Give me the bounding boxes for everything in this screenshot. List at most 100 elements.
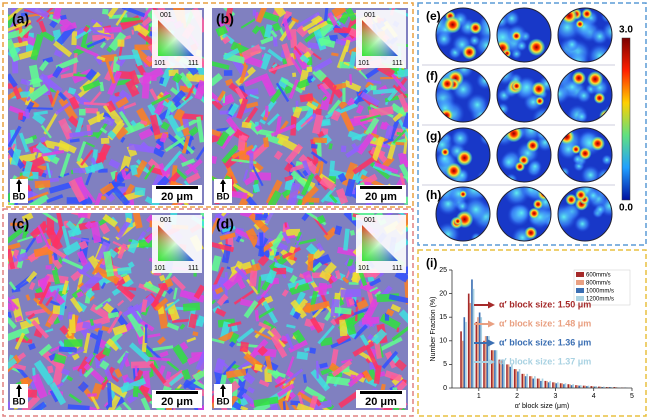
- grain: [297, 199, 303, 205]
- grain: [38, 281, 52, 305]
- grain: [120, 169, 127, 178]
- pole-peak: [590, 136, 606, 151]
- pole-peak: [524, 226, 538, 240]
- grain: [315, 161, 322, 174]
- grain: [267, 368, 286, 378]
- grain: [65, 220, 82, 236]
- legend-swatch: [576, 272, 584, 277]
- grain: [128, 70, 140, 86]
- grain: [121, 8, 146, 18]
- grain: [319, 362, 328, 369]
- grain: [247, 386, 255, 394]
- grain: [306, 66, 313, 73]
- grain: [304, 386, 326, 402]
- legend-swatch: [576, 296, 584, 301]
- grain: [61, 257, 84, 270]
- grain: [114, 172, 118, 182]
- pole-figure: [436, 187, 490, 241]
- grain: [179, 341, 189, 351]
- grain: [370, 85, 377, 91]
- grain: [172, 344, 190, 365]
- grain: [59, 325, 69, 335]
- grain: [346, 258, 354, 268]
- scale-bar-label: 20 μm: [365, 191, 397, 203]
- ipf-label: 101: [358, 265, 370, 272]
- grain: [8, 242, 21, 254]
- grain: [149, 362, 167, 384]
- direction-label: BD: [217, 396, 230, 406]
- grain: [251, 144, 258, 152]
- pole-figure: [497, 68, 551, 122]
- grain: [112, 323, 128, 336]
- grain: [381, 350, 399, 369]
- bar: [534, 376, 536, 388]
- grain: [296, 351, 309, 361]
- grain: [39, 29, 55, 42]
- grain: [159, 76, 165, 85]
- grain: [61, 280, 69, 295]
- grain: [368, 106, 394, 118]
- grain: [26, 193, 50, 205]
- grain: [285, 333, 295, 350]
- grain: [73, 73, 88, 78]
- grain: [67, 311, 73, 320]
- pole-peak: [453, 217, 462, 226]
- grain: [227, 321, 242, 328]
- bar: [607, 387, 610, 388]
- grain: [128, 143, 155, 154]
- grain: [58, 96, 78, 122]
- grain: [49, 389, 59, 403]
- grain: [25, 294, 31, 301]
- colorbar-max: 3.0: [619, 25, 633, 36]
- grain: [334, 102, 358, 116]
- bar: [601, 387, 603, 388]
- grain: [131, 213, 143, 229]
- grain: [108, 158, 121, 170]
- grain: [256, 307, 275, 320]
- bar: [511, 364, 513, 388]
- grain: [223, 70, 233, 76]
- grain: [107, 130, 117, 140]
- grain: [292, 311, 301, 320]
- direction-arrowhead: [16, 179, 22, 184]
- pole-outline: [557, 186, 613, 242]
- grain: [145, 356, 171, 362]
- pole-figure: [436, 8, 490, 62]
- grain: [166, 322, 180, 331]
- grain: [249, 93, 259, 100]
- grain: [131, 29, 135, 35]
- grain: [102, 347, 112, 357]
- grain: [319, 270, 332, 282]
- grain: [8, 125, 22, 148]
- grain: [240, 405, 249, 410]
- grain: [96, 111, 101, 123]
- grain: [166, 360, 180, 372]
- pole-peak: [511, 81, 522, 91]
- grain: [236, 327, 255, 343]
- grain: [183, 378, 196, 390]
- grain: [32, 112, 46, 125]
- grain: [288, 246, 296, 254]
- grain: [212, 155, 218, 165]
- grain: [326, 375, 351, 387]
- grain: [89, 91, 102, 105]
- grain: [8, 289, 20, 310]
- pole-peak: [571, 144, 581, 155]
- grain: [293, 45, 302, 56]
- grain: [163, 150, 183, 172]
- pole-blob: [601, 154, 612, 166]
- grain: [259, 232, 264, 257]
- pole-blob: [504, 173, 518, 182]
- legend-swatch: [576, 288, 584, 293]
- grain: [392, 129, 407, 144]
- grain: [52, 65, 63, 79]
- grain: [310, 369, 331, 392]
- pole-blob: [594, 203, 607, 216]
- grain: [25, 308, 48, 316]
- grain: [164, 106, 172, 119]
- grain: [297, 391, 316, 405]
- grain: [374, 342, 382, 359]
- grain: [257, 254, 270, 267]
- pole-peak: [593, 92, 606, 104]
- grain: [53, 24, 76, 49]
